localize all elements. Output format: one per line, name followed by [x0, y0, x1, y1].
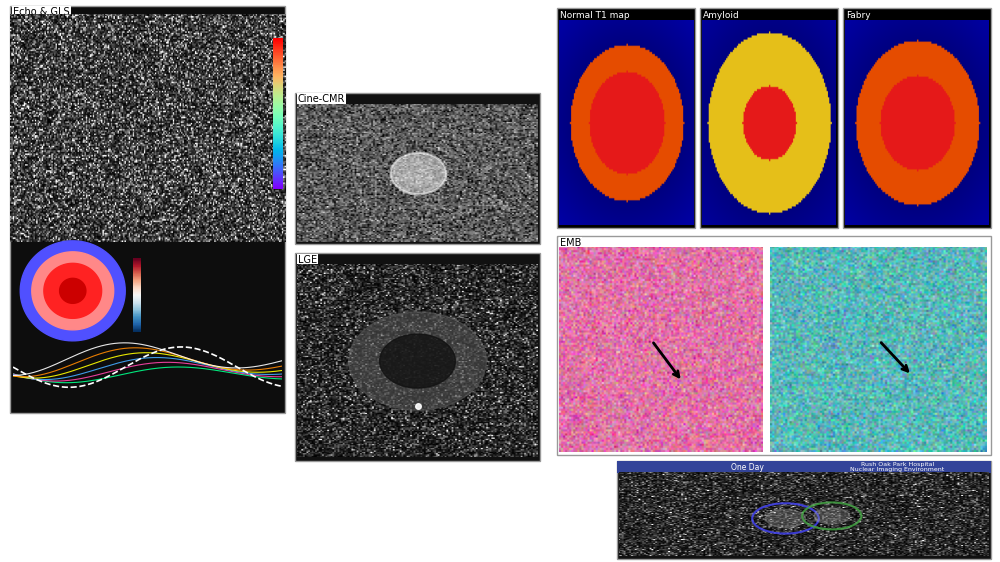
Text: Fabry: Fabry [846, 11, 871, 20]
Bar [617, 461, 991, 473]
Text: Rush Oak Park Hospital
Nuclear Imaging Environment: Rush Oak Park Hospital Nuclear Imaging E… [850, 461, 945, 473]
Text: Echo & GLS: Echo & GLS [13, 7, 70, 17]
Bar [843, 8, 991, 228]
Circle shape [814, 508, 850, 524]
Text: PYP: PYP [620, 463, 638, 473]
Polygon shape [60, 278, 86, 303]
Text: EMB: EMB [560, 238, 581, 248]
Text: Normal T1 map: Normal T1 map [560, 11, 630, 20]
Bar [557, 8, 695, 228]
Polygon shape [20, 241, 125, 341]
Text: One Day: One Day [731, 463, 764, 472]
Bar [295, 93, 540, 244]
Circle shape [391, 153, 446, 194]
Text: Amyloid: Amyloid [703, 11, 740, 20]
Bar [617, 461, 991, 559]
Bar [295, 253, 540, 461]
Text: LGE: LGE [298, 255, 317, 265]
Text: Cine-CMR: Cine-CMR [298, 94, 345, 105]
Text: AMYLOID PROTEIN: AMYLOID PROTEIN [602, 270, 703, 280]
Bar [700, 8, 838, 228]
Circle shape [766, 509, 805, 528]
Polygon shape [32, 252, 114, 330]
Polygon shape [380, 334, 455, 388]
Bar [557, 236, 991, 455]
Text: APPLE-GREEN BIREFRINGENCE: APPLE-GREEN BIREFRINGENCE [792, 396, 947, 405]
Polygon shape [44, 264, 102, 318]
Bar [10, 6, 285, 413]
Polygon shape [349, 312, 486, 410]
